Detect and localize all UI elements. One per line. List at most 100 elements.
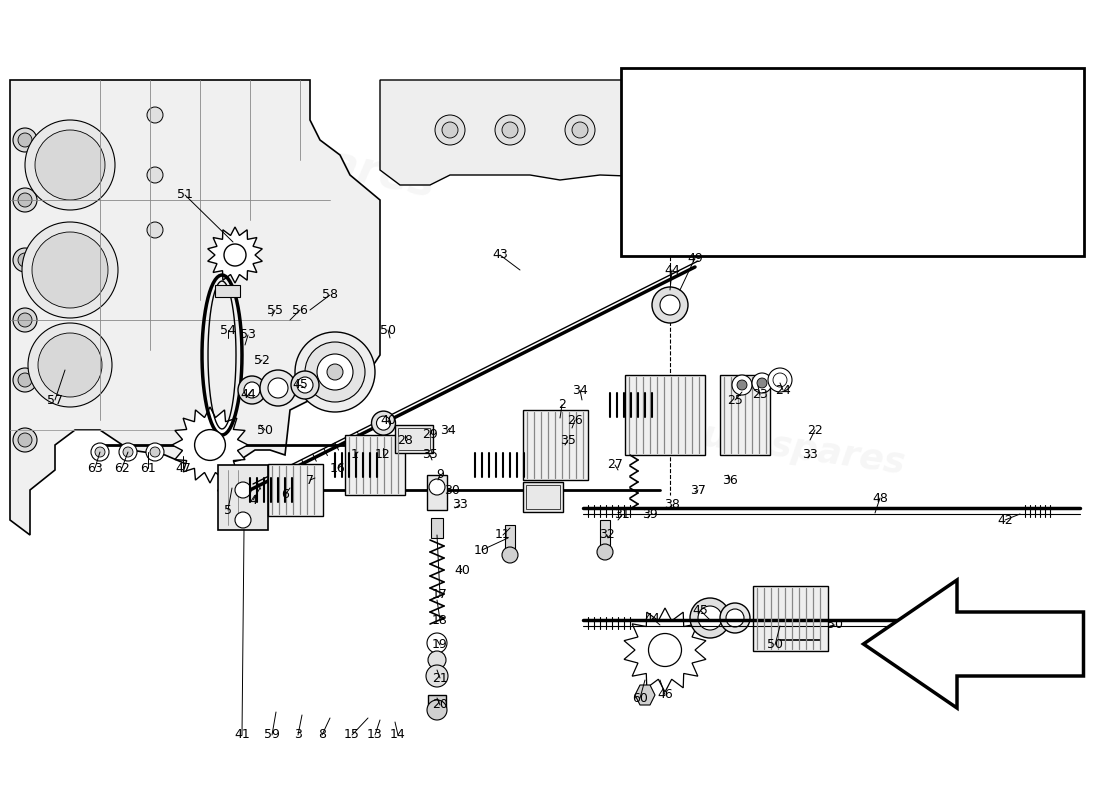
Polygon shape xyxy=(172,407,248,483)
Circle shape xyxy=(123,447,133,457)
Text: 35: 35 xyxy=(560,434,576,446)
Text: 25: 25 xyxy=(727,394,742,406)
Circle shape xyxy=(13,128,37,152)
Circle shape xyxy=(91,443,109,461)
Circle shape xyxy=(35,130,104,200)
Text: 28: 28 xyxy=(397,434,412,446)
Circle shape xyxy=(427,633,447,653)
Text: 6: 6 xyxy=(282,489,289,502)
Circle shape xyxy=(25,120,115,210)
Text: 5: 5 xyxy=(224,503,232,517)
Circle shape xyxy=(150,447,160,457)
Circle shape xyxy=(305,342,365,402)
Circle shape xyxy=(32,232,108,308)
Bar xyxy=(431,518,443,538)
Text: 42: 42 xyxy=(997,514,1013,526)
Text: 41: 41 xyxy=(234,729,250,742)
Circle shape xyxy=(502,547,518,563)
Circle shape xyxy=(757,378,767,388)
Circle shape xyxy=(427,700,447,720)
Circle shape xyxy=(147,107,163,123)
Text: 9: 9 xyxy=(436,469,444,482)
Circle shape xyxy=(238,376,266,404)
Text: eurospares: eurospares xyxy=(155,106,439,206)
Circle shape xyxy=(737,380,747,390)
Text: 44: 44 xyxy=(664,263,680,277)
Text: 13: 13 xyxy=(367,729,383,742)
Text: 44: 44 xyxy=(240,389,256,402)
Circle shape xyxy=(297,377,313,393)
Text: 33: 33 xyxy=(452,498,468,511)
Text: 4: 4 xyxy=(249,494,257,506)
Text: 32: 32 xyxy=(600,529,615,542)
Circle shape xyxy=(18,313,32,327)
Bar xyxy=(522,482,563,512)
Text: 43: 43 xyxy=(492,249,508,262)
Bar xyxy=(720,375,770,455)
Text: 26: 26 xyxy=(568,414,583,426)
Circle shape xyxy=(22,222,118,318)
Circle shape xyxy=(565,115,595,145)
Text: 33: 33 xyxy=(802,449,818,462)
Circle shape xyxy=(698,606,722,630)
Text: 50: 50 xyxy=(257,423,273,437)
Circle shape xyxy=(597,544,613,560)
Polygon shape xyxy=(635,685,654,705)
Text: 49: 49 xyxy=(688,251,703,265)
Bar xyxy=(395,425,433,453)
Polygon shape xyxy=(379,80,730,185)
Text: 27: 27 xyxy=(607,458,623,471)
Text: 29: 29 xyxy=(422,429,438,442)
Text: 31: 31 xyxy=(614,509,630,522)
Circle shape xyxy=(773,373,786,387)
Circle shape xyxy=(434,115,465,145)
Circle shape xyxy=(660,295,680,315)
Text: 60: 60 xyxy=(632,691,648,705)
Text: 46: 46 xyxy=(657,689,673,702)
Circle shape xyxy=(95,447,104,457)
Circle shape xyxy=(502,122,518,138)
Bar xyxy=(625,375,705,455)
Text: 45: 45 xyxy=(293,378,308,391)
Text: 20: 20 xyxy=(432,698,448,711)
Text: 58: 58 xyxy=(322,289,338,302)
Text: 1: 1 xyxy=(351,449,359,462)
Text: 15: 15 xyxy=(344,729,360,742)
Text: 14: 14 xyxy=(390,729,406,742)
Text: 19: 19 xyxy=(432,638,448,651)
Text: 50: 50 xyxy=(767,638,783,651)
Circle shape xyxy=(235,482,251,498)
Text: 48: 48 xyxy=(872,491,888,505)
Bar xyxy=(505,525,515,555)
Bar xyxy=(522,410,587,480)
Text: 10: 10 xyxy=(474,543,490,557)
Circle shape xyxy=(726,609,744,627)
Circle shape xyxy=(317,354,353,390)
Text: 55: 55 xyxy=(267,303,283,317)
Text: 57: 57 xyxy=(47,394,63,406)
Circle shape xyxy=(268,378,288,398)
Circle shape xyxy=(376,416,390,430)
Text: 12: 12 xyxy=(375,449,390,462)
Text: 51: 51 xyxy=(177,189,192,202)
Text: 21: 21 xyxy=(432,671,448,685)
Circle shape xyxy=(690,598,730,638)
Polygon shape xyxy=(208,227,262,283)
Circle shape xyxy=(429,479,446,495)
Text: 36: 36 xyxy=(722,474,738,486)
Circle shape xyxy=(18,373,32,387)
Text: 54: 54 xyxy=(220,323,235,337)
Circle shape xyxy=(18,193,32,207)
Bar xyxy=(752,586,827,650)
Circle shape xyxy=(720,603,750,633)
Bar xyxy=(600,520,610,550)
Circle shape xyxy=(235,512,251,528)
Text: 23: 23 xyxy=(752,389,768,402)
Bar xyxy=(427,475,447,510)
Text: 40: 40 xyxy=(454,563,470,577)
Circle shape xyxy=(13,428,37,452)
Text: 45: 45 xyxy=(692,603,708,617)
Text: 39: 39 xyxy=(642,509,658,522)
Circle shape xyxy=(752,373,772,393)
Text: 34: 34 xyxy=(572,383,587,397)
